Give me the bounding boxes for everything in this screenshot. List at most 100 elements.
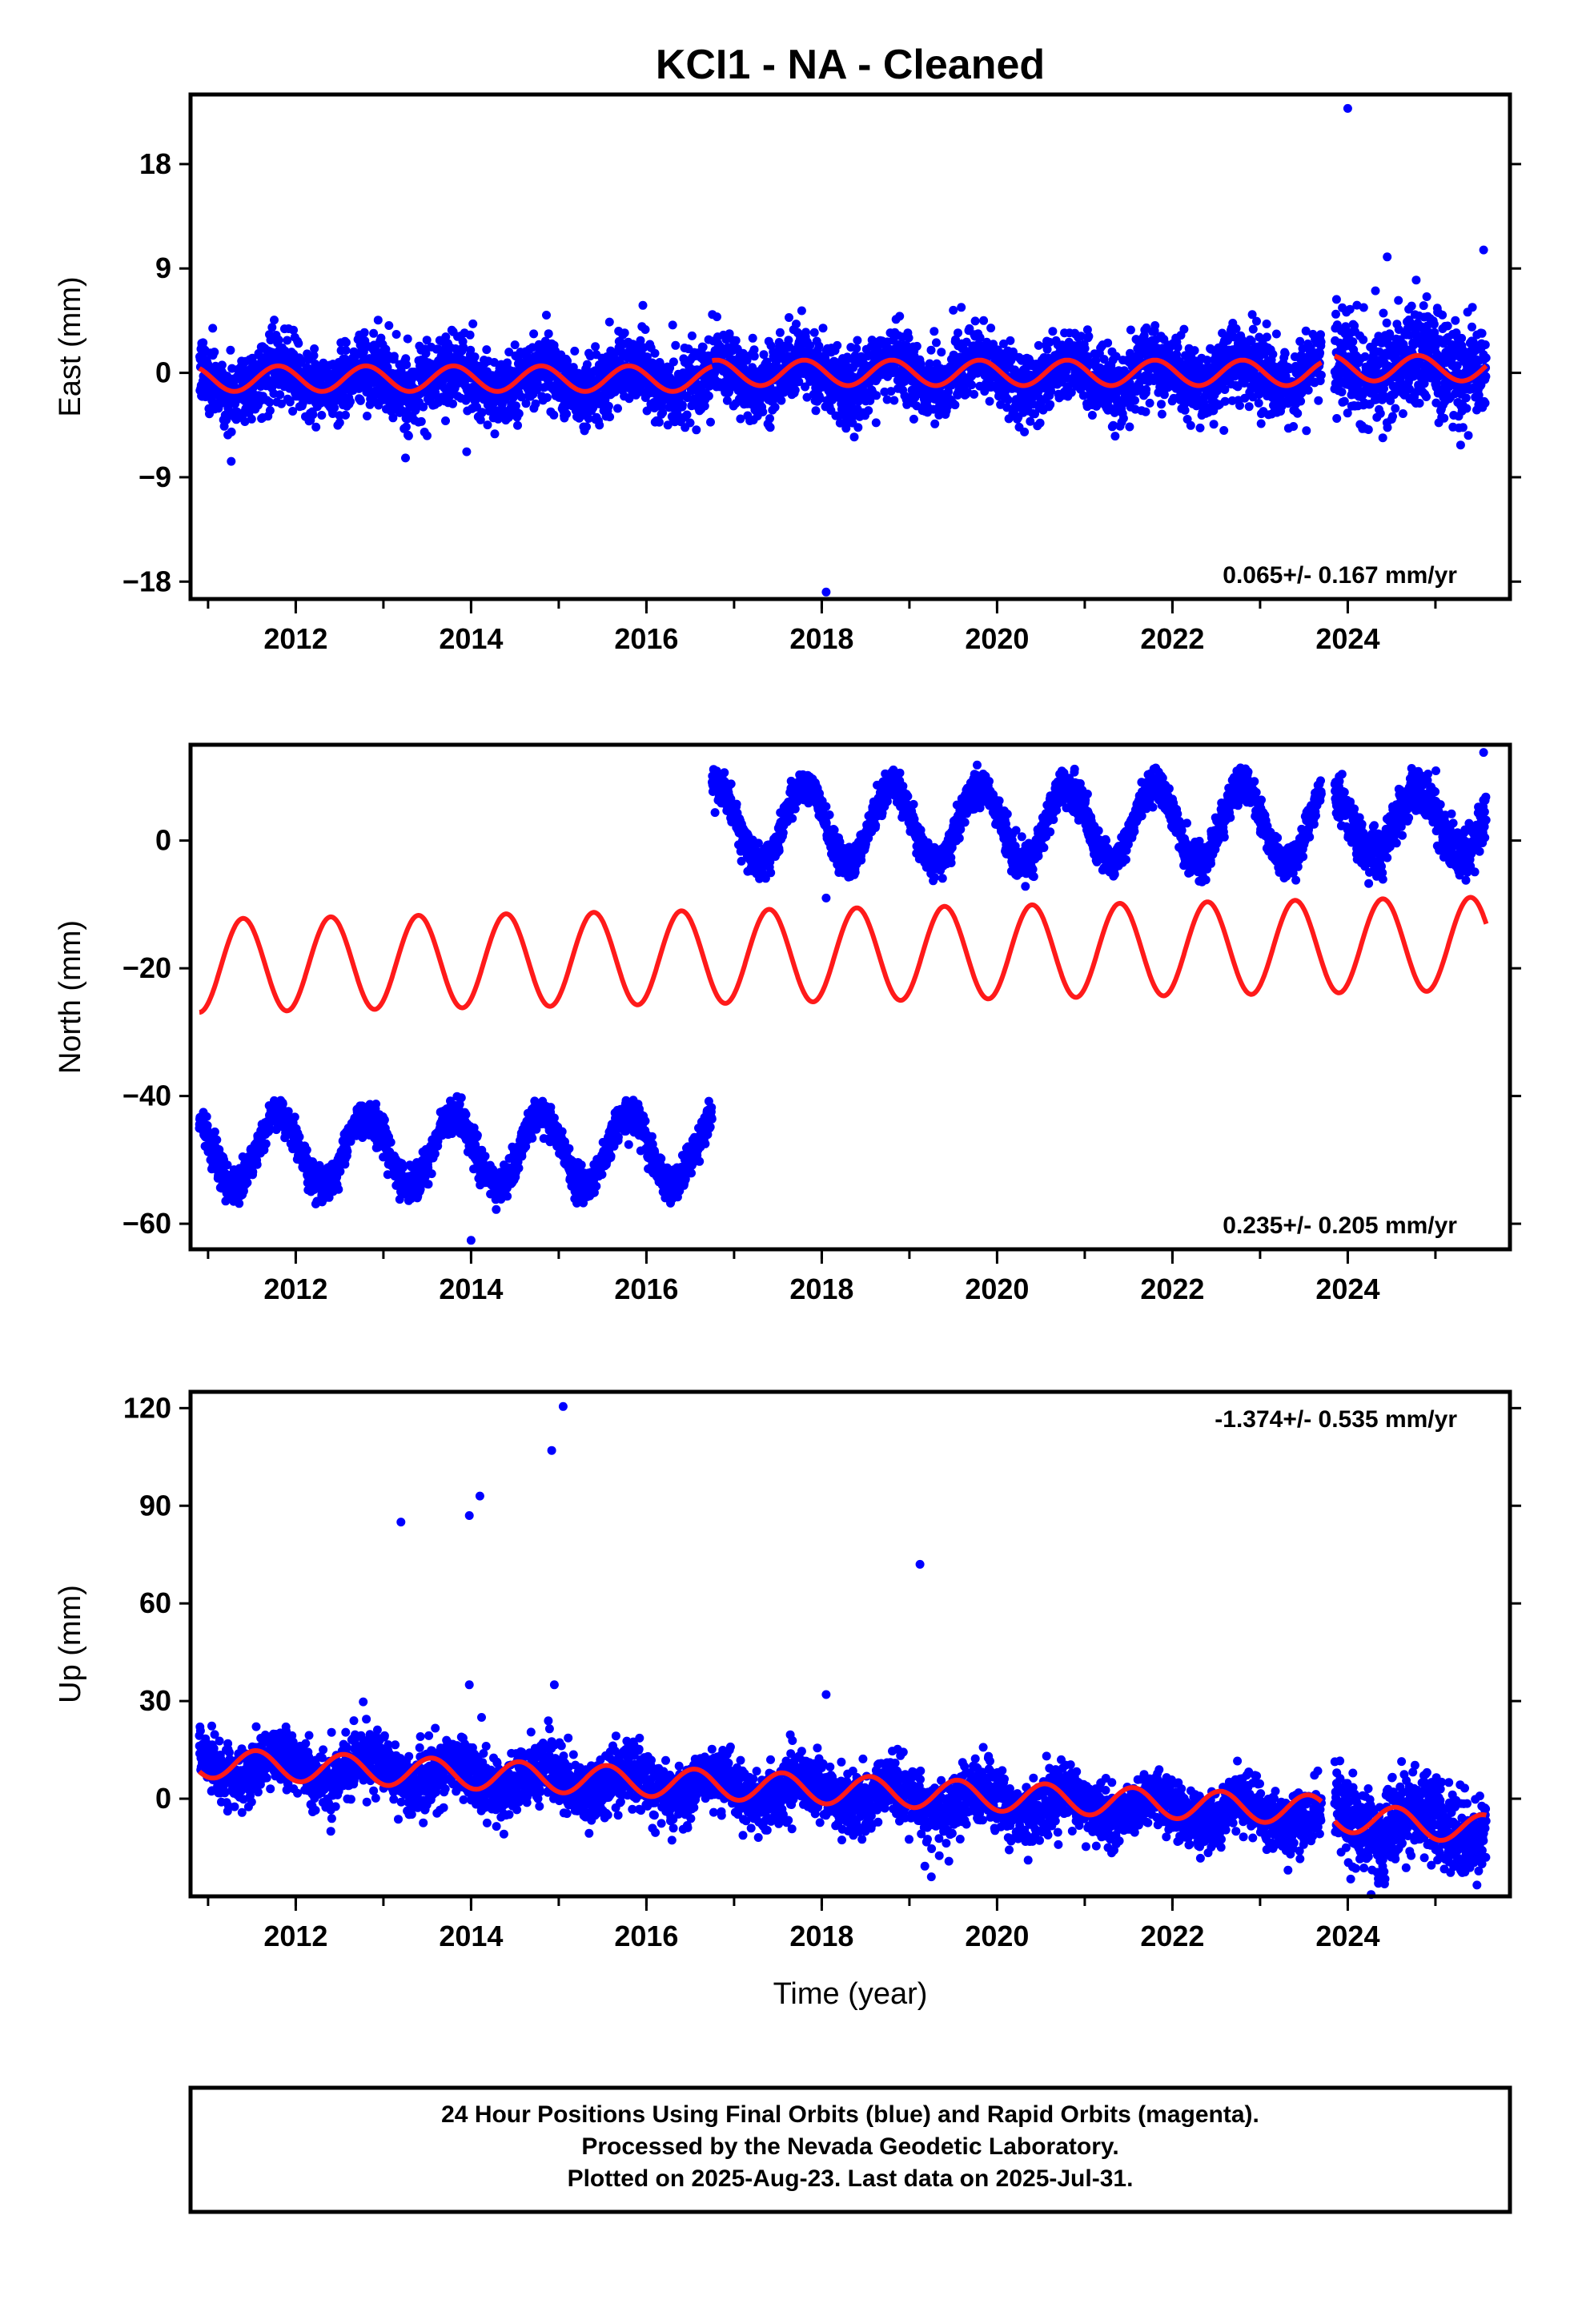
east-data-point <box>814 341 824 351</box>
east-data-point <box>871 418 881 428</box>
east-data-point <box>265 397 275 407</box>
east-data-point <box>970 316 980 326</box>
east-data-point <box>1375 408 1385 418</box>
east-data-point <box>1391 404 1400 413</box>
east-data-point <box>604 317 614 327</box>
east-data-point <box>1289 422 1299 431</box>
east-data-point <box>932 338 941 348</box>
east-data-point <box>749 352 759 361</box>
east-data-point <box>1359 303 1368 312</box>
east-data-point <box>226 345 235 355</box>
east-data-point <box>792 320 801 329</box>
east-data-point <box>1084 332 1094 341</box>
east-data-point <box>1348 337 1358 347</box>
east-data-point <box>853 423 863 432</box>
east-data-point <box>1244 402 1254 412</box>
east-data-point <box>401 422 411 432</box>
east-data-point <box>1296 396 1306 406</box>
east-data-point <box>1125 422 1134 432</box>
east-data-point <box>1195 423 1205 432</box>
east-data-point <box>227 456 236 466</box>
east-data-point <box>294 339 303 348</box>
east-data-point <box>470 352 480 362</box>
east-data-point <box>985 396 994 406</box>
east-data-point <box>595 420 604 430</box>
east-data-point <box>1398 409 1407 418</box>
east-data-point <box>1006 336 1015 345</box>
east-data-point <box>283 336 292 345</box>
east-data-point <box>441 416 450 425</box>
east-data-point <box>308 410 318 420</box>
east-data-point <box>582 422 591 432</box>
east-data-point <box>785 313 793 322</box>
east-data-point <box>448 399 457 408</box>
east-data-point <box>1379 308 1388 318</box>
east-data-point <box>289 325 298 335</box>
east-data-point <box>1179 324 1189 334</box>
east-data-point <box>1209 420 1219 429</box>
east-data-point <box>775 328 785 337</box>
east-data-point <box>240 417 250 426</box>
east-data-point <box>930 327 939 336</box>
east-data-point <box>889 396 899 405</box>
east-data-point <box>1268 349 1278 359</box>
east-data-point <box>403 334 412 344</box>
east-data-point <box>654 417 664 427</box>
east-data-point <box>1451 316 1460 325</box>
east-data-point <box>1332 414 1342 423</box>
east-data-point <box>270 316 279 325</box>
east-data-point <box>605 412 615 422</box>
east-data-point <box>373 316 383 325</box>
east-data-point <box>677 400 687 410</box>
east-data-point <box>468 319 478 328</box>
east-data-point <box>510 340 520 350</box>
east-data-point <box>208 324 218 333</box>
east-data-point <box>758 407 768 416</box>
east-data-point <box>1382 318 1391 328</box>
east-data-point <box>1439 413 1449 423</box>
east-data-point <box>970 389 979 399</box>
east-data-point <box>613 404 622 413</box>
east-data-point <box>967 380 977 390</box>
east-data-point <box>544 329 553 339</box>
east-data-point <box>864 406 873 416</box>
east-data-point <box>423 431 432 440</box>
east-data-point <box>912 341 921 351</box>
east-data-point <box>1422 292 1431 301</box>
east-data-point <box>227 427 236 436</box>
east-data-point <box>330 403 339 412</box>
east-data-point <box>404 431 413 440</box>
east-data-point <box>311 422 321 432</box>
east-data-point <box>797 306 806 316</box>
east-data-point <box>1316 370 1326 380</box>
east-data-point <box>704 392 713 400</box>
east-data-point <box>1262 332 1271 342</box>
east-data-point <box>833 340 842 350</box>
east-data-point <box>770 403 780 412</box>
east-data-point <box>297 356 307 365</box>
east-data-point <box>1456 440 1465 450</box>
east-data-point <box>957 303 966 312</box>
east-data-point <box>1415 399 1424 408</box>
east-data-point <box>1020 427 1030 436</box>
east-data-point <box>1337 388 1347 396</box>
east-data-point <box>1003 395 1013 404</box>
east-data-point <box>852 344 861 353</box>
east-data-point <box>1118 413 1128 423</box>
east-data-point <box>777 396 786 405</box>
east-data-point <box>1360 352 1370 361</box>
east-data-point <box>1110 432 1120 441</box>
east-data-point <box>895 312 905 321</box>
east-data-point <box>638 300 648 310</box>
east-data-point <box>671 340 681 350</box>
east-data-point <box>275 390 285 400</box>
east-data-point <box>706 417 715 427</box>
east-data-point <box>389 352 399 361</box>
east-data-point <box>1254 398 1263 408</box>
east-data-point <box>465 330 475 340</box>
east-data-point <box>950 400 960 410</box>
east-data-point <box>1186 420 1195 430</box>
east-data-point <box>341 346 351 355</box>
east-data-point <box>217 360 227 370</box>
east-data-point <box>1419 301 1428 311</box>
